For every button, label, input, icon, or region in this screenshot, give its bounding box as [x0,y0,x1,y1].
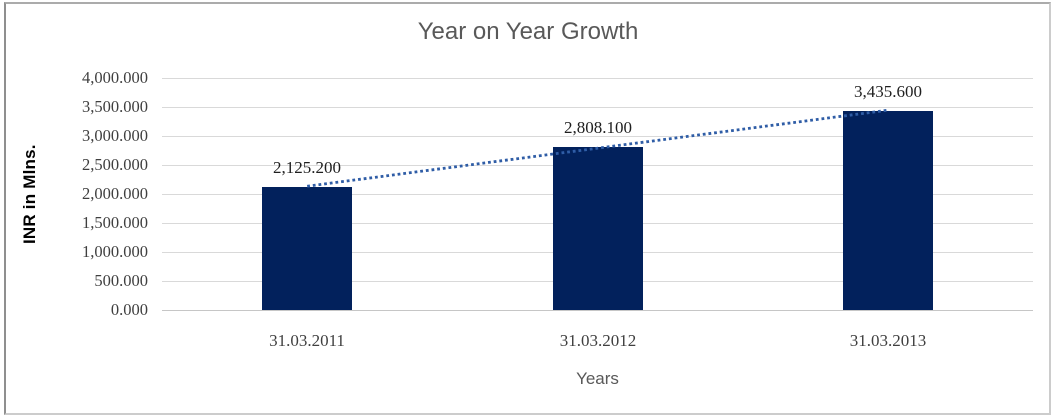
gridline [162,136,1033,137]
bar[interactable] [262,187,352,310]
x-tick-label: 31.03.2013 [849,331,927,350]
y-tick-label: 2,500.000 [82,155,148,174]
trendline[interactable] [306,108,889,188]
bar[interactable] [553,147,643,310]
gridline [162,78,1033,79]
x-axis-title: Years [576,369,619,388]
y-tick-label: 0.000 [110,300,148,319]
x-tick-label: 31.03.2011 [269,331,345,350]
y-tick-label: 500.000 [94,271,148,290]
bar[interactable] [843,111,933,310]
bar-data-label: 2,808.100 [564,118,632,137]
trendline-svg [306,108,889,188]
gridline [162,107,1033,108]
y-tick-label: 1,000.000 [82,242,148,261]
bar-data-label: 2,125.200 [273,158,341,177]
y-tick-label: 3,500.000 [82,97,148,116]
x-tick-label: 31.03.2012 [559,331,637,350]
bar-data-label: 3,435.600 [854,82,922,101]
y-tick-label: 3,000.000 [82,126,148,145]
chart-title: Year on Year Growth [417,18,639,45]
y-tick-label: 4,000.000 [82,68,148,87]
plot-area [162,78,1033,311]
y-tick-label: 2,000.000 [82,184,148,203]
y-tick-label: 1,500.000 [82,213,148,232]
